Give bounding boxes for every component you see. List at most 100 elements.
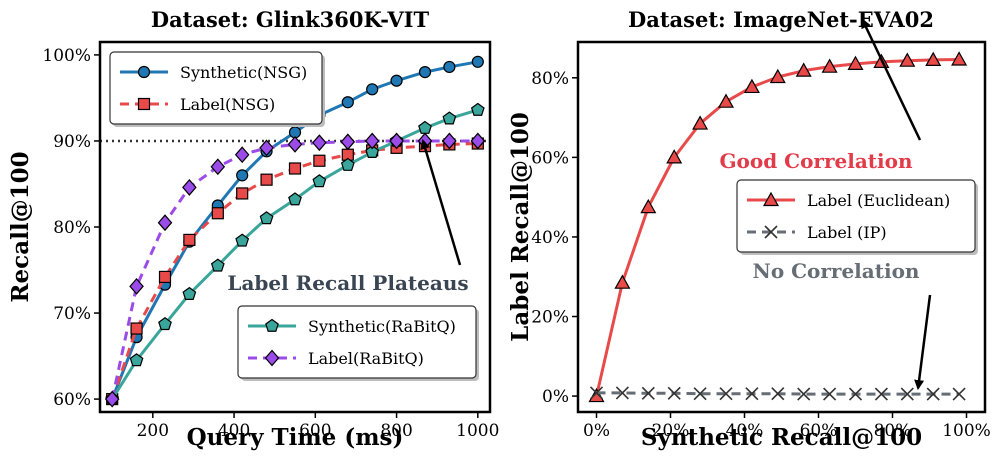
y-tick-label: 0%: [542, 387, 569, 407]
series-label-rabitq-: [104, 132, 486, 408]
legend-marker: [764, 225, 778, 239]
data-point: [771, 387, 785, 401]
legend-box: [237, 305, 477, 379]
y-tick-label: 80%: [531, 69, 569, 89]
annotation-arrow: [914, 294, 932, 391]
x-tick-label: 800: [380, 421, 412, 441]
data-point: [693, 387, 707, 401]
data-point: [236, 187, 249, 200]
data-point: [340, 157, 355, 171]
legend-marker: [762, 191, 780, 207]
annotation-text: Label Recall Plateaus: [227, 271, 468, 295]
series-label-ip-: [589, 386, 966, 401]
data-point: [640, 198, 657, 214]
data-point: [588, 387, 605, 403]
legend-marker: [137, 65, 151, 79]
data-point: [210, 158, 226, 176]
data-point: [418, 120, 432, 134]
data-point: [182, 179, 197, 196]
data-point: [234, 146, 250, 164]
x-tick-label: 100%: [942, 421, 991, 441]
legend: Label (Euclidean) Label (IP): [736, 179, 978, 255]
data-point: [288, 162, 302, 175]
x-axis-label: Query Time (ms): [187, 424, 404, 451]
data-point: [104, 390, 120, 408]
data-point: [821, 58, 838, 73]
data-point: [287, 135, 303, 153]
data-point: [719, 387, 733, 401]
y-tick-label: 90%: [53, 132, 91, 152]
plot-frame: [576, 40, 987, 414]
y-tick-label: 40%: [531, 228, 569, 248]
annotation-text: Good Correlation: [719, 149, 912, 173]
annotation-arrow: [420, 139, 462, 266]
data-point: [952, 387, 966, 401]
data-point: [442, 132, 457, 150]
data-point: [666, 149, 683, 164]
legend-label: Label (IP): [807, 223, 887, 242]
data-point: [340, 133, 356, 151]
legend-marker: [137, 97, 151, 111]
data-point: [692, 115, 709, 130]
data-point: [470, 102, 485, 116]
data-point: [157, 214, 173, 232]
legend: Synthetic(RaBitQ) Label(RaBitQ): [237, 305, 479, 381]
data-point: [641, 386, 655, 400]
series-line: [110, 139, 478, 400]
data-point: [925, 51, 942, 67]
data-point: [797, 387, 811, 401]
data-point: [130, 322, 143, 335]
data-point: [899, 52, 916, 67]
x-tick-label: 0%: [583, 421, 610, 441]
x-tick-label: 400: [218, 421, 250, 441]
legend-marker: [265, 318, 279, 332]
x-tick-label: 1000: [456, 421, 499, 441]
data-point: [341, 96, 354, 109]
data-point: [312, 174, 327, 188]
chart-imagenet: Dataset: ImageNet-EVA02 0% 20% 40% 60% 80% 100…: [507, 7, 991, 451]
data-point: [745, 387, 759, 401]
series-label-euclidean-: [588, 51, 968, 403]
data-point: [442, 111, 457, 125]
data-point: [769, 68, 786, 84]
legend-box: [109, 51, 323, 125]
x-axis-label: Synthetic Recall@100: [641, 424, 922, 451]
data-point: [129, 353, 144, 367]
data-point: [210, 258, 225, 272]
data-point: [288, 192, 302, 206]
data-point: [743, 78, 760, 94]
x-tick-label: 600: [299, 421, 331, 441]
data-point: [823, 387, 837, 401]
data-point: [389, 132, 404, 150]
data-point: [667, 386, 681, 400]
data-point: [313, 154, 326, 167]
chart-title: Dataset: ImageNet-EVA02: [628, 7, 934, 32]
data-point: [183, 233, 196, 247]
y-tick-label: 70%: [53, 304, 91, 324]
y-tick-label: 20%: [531, 308, 569, 328]
x-tick-label: 200: [137, 421, 169, 441]
legend-label: Synthetic(RaBitQ): [308, 317, 456, 336]
data-point: [847, 55, 864, 70]
y-axis-label: Label Recall@100: [507, 112, 534, 342]
data-point: [182, 286, 197, 300]
legend-label: Synthetic(NSG): [180, 63, 307, 82]
x-tick-label: 20%: [652, 421, 690, 441]
data-point: [366, 83, 379, 96]
data-point: [900, 387, 914, 401]
annotation-arrow: [861, 18, 922, 141]
data-point: [470, 132, 486, 150]
data-point: [236, 169, 249, 182]
x-tick-label: 80%: [874, 421, 912, 441]
data-point: [471, 55, 484, 68]
data-point: [312, 134, 327, 152]
legend-label: Label (Euclidean): [807, 191, 950, 210]
data-point: [717, 93, 735, 108]
data-point: [926, 387, 940, 401]
legend-label: Label(NSG): [180, 95, 275, 114]
data-point: [615, 386, 629, 400]
annotation-text: No Correlation: [753, 259, 920, 283]
data-point: [235, 233, 250, 247]
data-point: [443, 60, 456, 74]
